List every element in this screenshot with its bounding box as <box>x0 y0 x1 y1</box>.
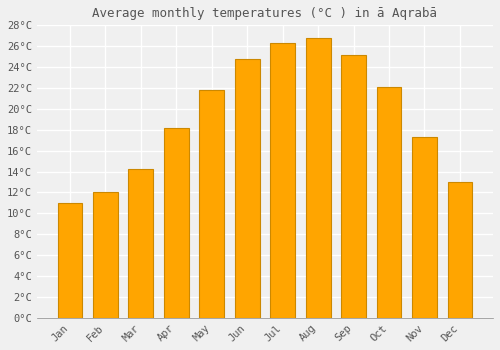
Bar <box>58 203 82 318</box>
Bar <box>306 38 330 318</box>
Bar <box>270 43 295 318</box>
Bar <box>412 137 437 318</box>
Title: Average monthly temperatures (°C ) in ā Aqrabā: Average monthly temperatures (°C ) in ā … <box>92 7 438 20</box>
Bar <box>93 193 118 318</box>
Bar <box>341 55 366 318</box>
Bar <box>164 128 188 318</box>
Bar <box>200 90 224 318</box>
Bar <box>235 59 260 318</box>
Bar <box>448 182 472 318</box>
Bar <box>128 169 154 318</box>
Bar <box>376 87 402 318</box>
